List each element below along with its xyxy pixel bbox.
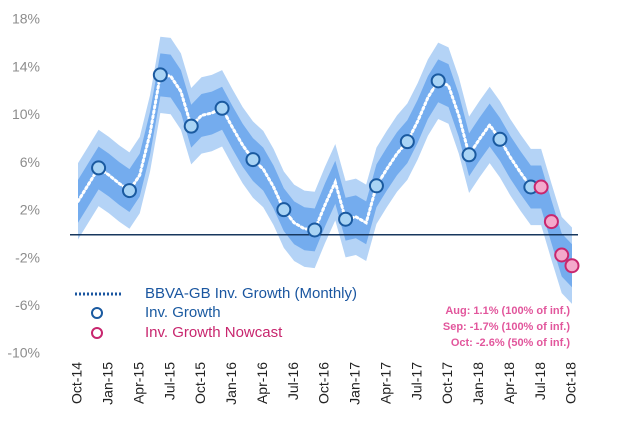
data-point bbox=[276, 202, 292, 218]
x-tick-label: Jan-16 bbox=[223, 362, 239, 405]
data-point bbox=[399, 134, 415, 150]
y-tick-label: -2% bbox=[15, 249, 40, 265]
data-point bbox=[214, 100, 230, 116]
data-point bbox=[543, 214, 559, 230]
x-tick-label: Jul-18 bbox=[532, 362, 548, 400]
confidence-band bbox=[78, 53, 572, 288]
data-point bbox=[307, 222, 323, 238]
x-tick-label: Jan-15 bbox=[100, 362, 116, 405]
data-point bbox=[430, 73, 446, 89]
data-point bbox=[564, 258, 580, 274]
legend-label: Inv. Growth bbox=[145, 304, 221, 321]
data-point bbox=[152, 67, 168, 83]
legend-label: BBVA-GB Inv. Growth (Monthly) bbox=[145, 285, 357, 302]
x-tick-label: Oct-17 bbox=[439, 362, 455, 404]
data-point bbox=[368, 178, 384, 194]
data-point bbox=[245, 152, 261, 168]
legend-swatch bbox=[91, 307, 103, 319]
x-tick-label: Jan-18 bbox=[470, 362, 486, 405]
x-tick-label: Jan-17 bbox=[347, 362, 363, 405]
data-point bbox=[554, 247, 570, 263]
x-tick-label: Oct-15 bbox=[192, 362, 208, 404]
x-tick-label: Apr-16 bbox=[254, 362, 270, 404]
legend-swatch bbox=[91, 327, 103, 339]
legend-label: Inv. Growth Nowcast bbox=[145, 324, 283, 341]
data-point bbox=[91, 160, 107, 176]
annotation: Aug: 1.1% (100% of inf.) bbox=[445, 305, 570, 317]
data-point bbox=[338, 211, 354, 227]
data-point bbox=[121, 183, 137, 199]
confidence-band bbox=[78, 36, 572, 304]
y-tick-label: 2% bbox=[20, 202, 40, 218]
x-tick-label: Oct-16 bbox=[316, 362, 332, 404]
data-point bbox=[533, 179, 549, 195]
data-point bbox=[183, 118, 199, 134]
data-point bbox=[461, 147, 477, 163]
y-tick-label: 6% bbox=[20, 154, 40, 170]
y-tick-label: 18% bbox=[12, 11, 40, 27]
y-tick-label: 10% bbox=[12, 106, 40, 122]
x-tick-label: Jul-15 bbox=[161, 362, 177, 400]
y-tick-label: -6% bbox=[15, 297, 40, 313]
x-tick-label: Oct-18 bbox=[563, 362, 579, 404]
x-tick-label: Jul-16 bbox=[285, 362, 301, 400]
y-tick-label: -10% bbox=[7, 345, 40, 361]
annotation: Oct: -2.6% (50% of inf.) bbox=[451, 337, 571, 349]
y-tick-label: 14% bbox=[12, 58, 40, 74]
annotation: Sep: -1.7% (100% of inf.) bbox=[443, 321, 570, 333]
x-tick-label: Jul-17 bbox=[408, 362, 424, 400]
x-tick-label: Apr-18 bbox=[501, 362, 517, 404]
data-point bbox=[492, 131, 508, 147]
x-tick-label: Apr-15 bbox=[130, 362, 146, 404]
x-tick-label: Apr-17 bbox=[377, 362, 393, 404]
x-tick-label: Oct-14 bbox=[69, 362, 85, 404]
